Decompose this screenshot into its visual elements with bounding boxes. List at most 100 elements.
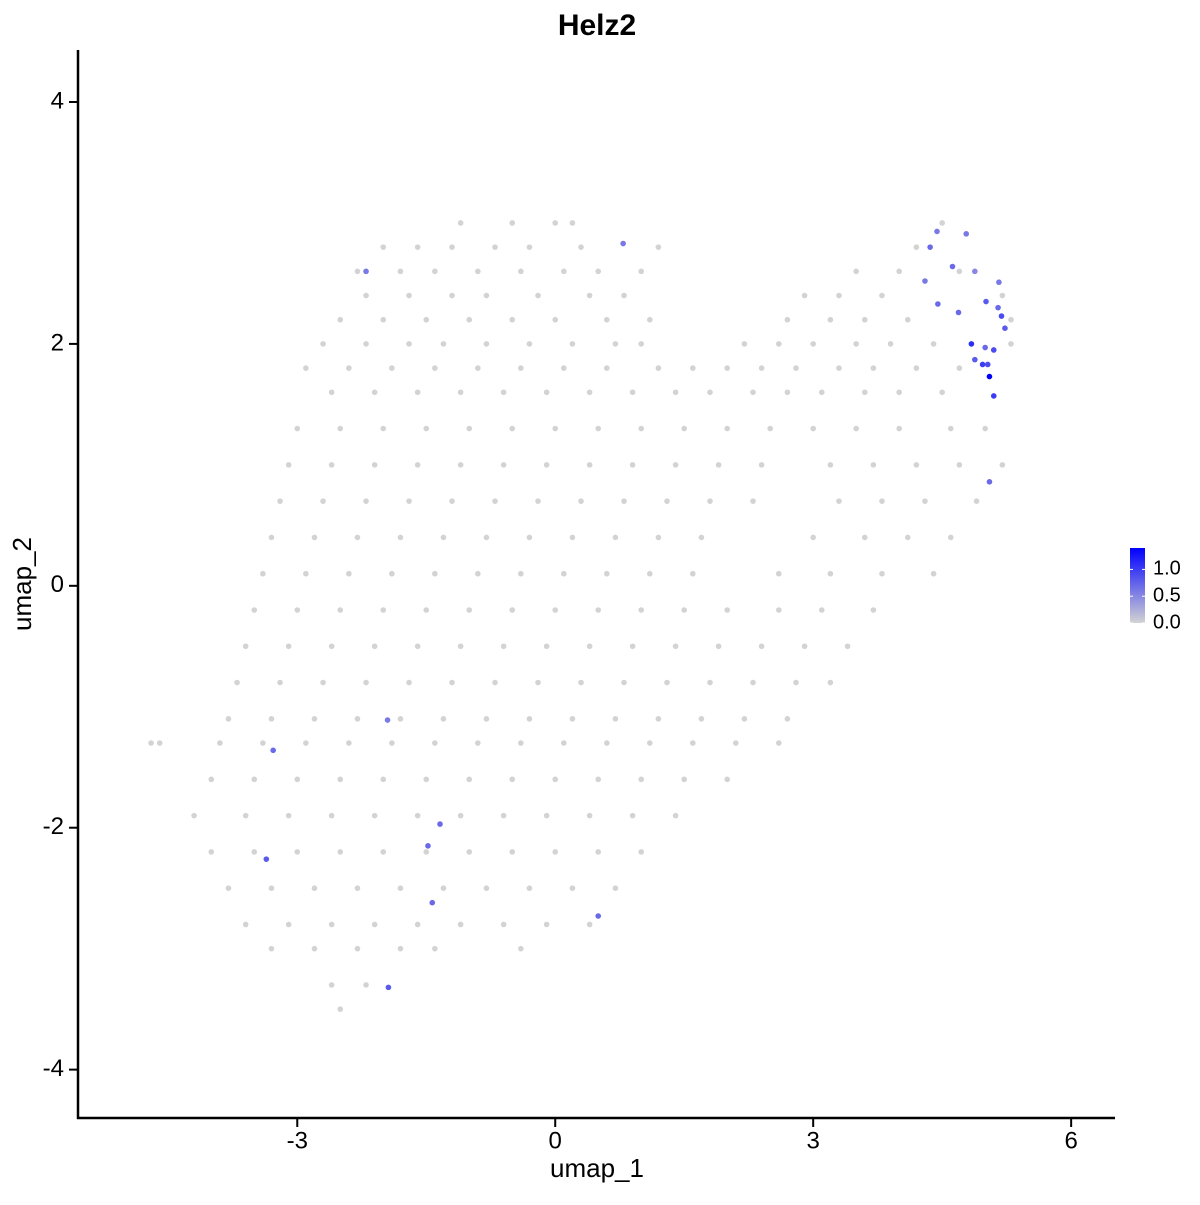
point: [767, 425, 773, 432]
point: [500, 812, 507, 819]
point: [934, 228, 940, 235]
point: [518, 740, 524, 746]
point: [285, 812, 292, 819]
point: [612, 885, 619, 891]
point: [406, 341, 412, 347]
point: [285, 643, 292, 650]
point: [543, 462, 550, 468]
point: [647, 740, 653, 746]
point: [913, 244, 920, 250]
point: [414, 643, 421, 650]
point: [1008, 341, 1014, 347]
point: [827, 570, 834, 577]
point: [996, 279, 1002, 286]
point: [475, 570, 481, 577]
point: [371, 643, 378, 650]
point: [303, 365, 309, 371]
point: [337, 776, 344, 783]
point: [939, 389, 945, 396]
point: [983, 298, 989, 305]
point: [432, 268, 438, 275]
point: [543, 389, 550, 396]
point: [935, 301, 941, 307]
point: [483, 716, 490, 722]
y-axis-label: umap_2: [7, 537, 37, 631]
point: [595, 776, 602, 783]
point: [191, 812, 197, 819]
point: [896, 389, 902, 396]
point: [440, 716, 447, 722]
point: [371, 389, 378, 396]
point: [741, 341, 748, 347]
point: [380, 849, 387, 855]
x-tick-label: 0: [549, 1127, 562, 1154]
point: [647, 316, 653, 323]
chart-title: Helz2: [558, 9, 636, 42]
colorbar-label: 0.0: [1153, 611, 1181, 633]
point: [466, 607, 473, 613]
point: [775, 341, 782, 347]
point: [406, 679, 412, 686]
point: [337, 316, 344, 323]
point: [995, 304, 1001, 311]
point: [437, 821, 443, 827]
point: [586, 643, 593, 650]
point: [423, 776, 430, 783]
point: [414, 812, 421, 819]
point: [518, 365, 524, 371]
point: [251, 607, 258, 613]
point: [268, 534, 275, 541]
point: [509, 776, 516, 783]
point: [578, 498, 584, 504]
point: [535, 679, 541, 686]
point: [337, 1006, 344, 1012]
point: [466, 849, 473, 855]
point: [425, 843, 431, 849]
point: [956, 365, 963, 371]
point: [148, 740, 154, 746]
point: [311, 945, 318, 952]
x-tick-label: -3: [287, 1127, 308, 1154]
point: [509, 425, 516, 432]
point: [561, 740, 567, 746]
point: [561, 268, 567, 275]
point: [984, 361, 991, 368]
point: [500, 389, 507, 396]
point: [990, 347, 997, 353]
point: [707, 498, 713, 504]
point: [827, 462, 834, 468]
point: [629, 812, 636, 819]
point: [466, 776, 473, 783]
point: [518, 570, 524, 577]
point: [432, 945, 438, 952]
point: [354, 885, 361, 891]
point: [853, 425, 859, 432]
point: [879, 498, 885, 504]
point: [337, 849, 344, 855]
point: [328, 982, 335, 988]
point: [561, 570, 567, 577]
point: [294, 425, 301, 432]
point: [440, 534, 447, 541]
point: [483, 292, 490, 299]
point: [552, 316, 559, 323]
point: [586, 812, 593, 819]
point: [346, 365, 352, 371]
point: [621, 292, 627, 299]
point: [784, 316, 791, 323]
point: [690, 740, 696, 746]
point: [346, 740, 352, 746]
point: [638, 776, 645, 783]
point: [698, 716, 705, 722]
point: [999, 292, 1006, 299]
point: [371, 921, 378, 928]
point: [870, 462, 877, 468]
point: [595, 607, 602, 613]
point: [629, 462, 636, 468]
point: [277, 679, 283, 686]
point: [707, 389, 713, 396]
point: [492, 244, 498, 250]
point: [509, 316, 516, 323]
point: [836, 365, 842, 371]
point: [569, 885, 576, 891]
